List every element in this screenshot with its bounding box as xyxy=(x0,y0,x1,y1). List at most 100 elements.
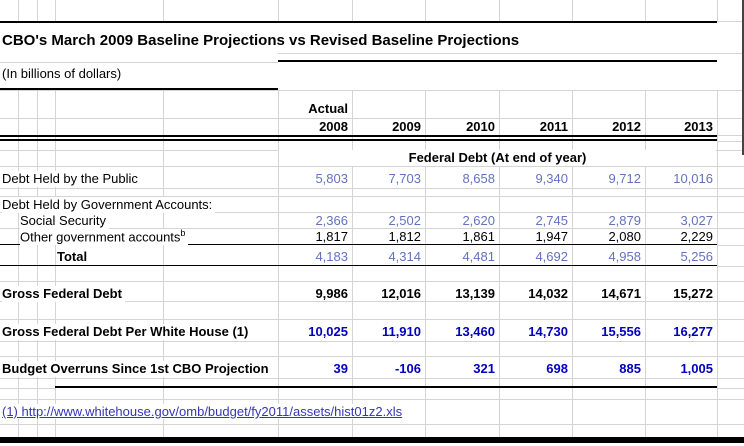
gridline xyxy=(0,424,744,425)
row-label-total[interactable]: Total xyxy=(57,249,91,265)
gridline xyxy=(0,118,744,119)
cell-wh-2012[interactable]: 15,556 xyxy=(601,324,641,339)
gridline xyxy=(163,0,164,21)
column-header-2008[interactable]: 2008 xyxy=(319,119,348,134)
cell-total-2010[interactable]: 4,481 xyxy=(462,249,495,264)
cell-other-2010[interactable]: 1,861 xyxy=(462,229,495,244)
cell-gross-2008[interactable]: 9,986 xyxy=(315,286,348,301)
cell-wh-2009[interactable]: 11,910 xyxy=(381,324,421,339)
gridline xyxy=(55,90,56,437)
gridline xyxy=(425,90,426,437)
cell-total-2009[interactable]: 4,314 xyxy=(388,249,421,264)
gridline xyxy=(717,21,744,22)
cell-other-2009[interactable]: 1,812 xyxy=(388,229,421,244)
sheet-title: CBO's March 2009 Baseline Projections vs… xyxy=(2,33,523,49)
cell-social-2009[interactable]: 2,502 xyxy=(388,213,421,228)
gridline xyxy=(499,90,500,437)
cell-social-2012[interactable]: 2,879 xyxy=(608,213,641,228)
cell-wh-2008[interactable]: 10,025 xyxy=(308,324,348,339)
gridline xyxy=(717,245,744,246)
border-line xyxy=(278,60,717,62)
cell-overruns-2012[interactable]: 885 xyxy=(619,361,641,376)
sheet-subtitle: (In billions of dollars) xyxy=(2,66,125,82)
column-header-actual[interactable]: Actual xyxy=(308,101,348,116)
gridline xyxy=(0,399,744,400)
row-label-other-govt-text: Other government accounts xyxy=(20,229,181,245)
cell-other-2011[interactable]: 1,947 xyxy=(535,229,568,244)
row-label-social-security[interactable]: Social Security xyxy=(20,213,109,229)
cell-wh-2011[interactable]: 14,730 xyxy=(528,324,568,339)
cell-gross-2013[interactable]: 15,272 xyxy=(673,286,713,301)
column-header-2010[interactable]: 2010 xyxy=(466,119,495,134)
cell-overruns-2008[interactable]: 39 xyxy=(333,361,348,376)
gridline xyxy=(717,141,744,142)
border-line xyxy=(0,437,744,443)
footnote-hyperlink[interactable]: (1) http://www.whitehouse.gov/omb/budget… xyxy=(2,404,405,419)
cell-gross-2012[interactable]: 14,671 xyxy=(601,286,641,301)
cell-total-2008[interactable]: 4,183 xyxy=(315,249,348,264)
gridline xyxy=(717,266,744,267)
cell-other-2008[interactable]: 1,817 xyxy=(315,229,348,244)
gridline xyxy=(717,90,718,437)
cell-social-2008[interactable]: 2,366 xyxy=(315,213,348,228)
gridline xyxy=(278,90,279,437)
row-label-govt-accounts[interactable]: Debt Held by Government Accounts: xyxy=(2,197,216,213)
gridline xyxy=(0,228,744,229)
border-line xyxy=(55,386,717,388)
cell-public-2012[interactable]: 9,712 xyxy=(608,171,641,186)
gridline xyxy=(18,90,19,437)
gridline xyxy=(0,196,744,197)
footnote-marker-b: b xyxy=(180,228,186,238)
cell-other-2013[interactable]: 2,229 xyxy=(680,229,713,244)
cell-public-2010[interactable]: 8,658 xyxy=(462,171,495,186)
gridline xyxy=(0,62,278,63)
row-label-debt-public[interactable]: Debt Held by the Public xyxy=(2,171,141,187)
cell-social-2010[interactable]: 2,620 xyxy=(462,213,495,228)
border-line xyxy=(0,135,717,137)
cell-public-2011[interactable]: 9,340 xyxy=(535,171,568,186)
cell-total-2013[interactable]: 5,256 xyxy=(680,249,713,264)
gridline xyxy=(0,356,744,357)
cell-total-2011[interactable]: 4,692 xyxy=(535,249,568,264)
row-label-gross-white-house[interactable]: Gross Federal Debt Per White House (1) xyxy=(2,324,252,340)
cell-other-2012[interactable]: 2,080 xyxy=(608,229,641,244)
column-header-2009[interactable]: 2009 xyxy=(392,119,421,134)
row-label-budget-overruns[interactable]: Budget Overruns Since 1st CBO Projection xyxy=(2,361,272,377)
cell-public-2013[interactable]: 10,016 xyxy=(673,171,713,186)
gridline xyxy=(425,0,426,21)
cell-wh-2013[interactable]: 16,277 xyxy=(673,324,713,339)
cell-social-2011[interactable]: 2,745 xyxy=(535,213,568,228)
column-header-2012[interactable]: 2012 xyxy=(612,119,641,134)
cell-overruns-2010[interactable]: 321 xyxy=(473,361,495,376)
gridline xyxy=(37,90,38,437)
gridline xyxy=(499,0,500,21)
cell-overruns-2013[interactable]: 1,005 xyxy=(680,361,713,376)
gridline xyxy=(0,90,744,91)
border-line xyxy=(0,21,717,23)
gridline xyxy=(278,53,744,54)
gridline xyxy=(163,90,164,437)
gridline xyxy=(0,301,744,302)
gridline xyxy=(0,378,744,379)
column-header-2013[interactable]: 2013 xyxy=(684,119,713,134)
cell-social-2013[interactable]: 3,027 xyxy=(680,213,713,228)
gridline xyxy=(37,0,38,21)
cell-public-2008[interactable]: 5,803 xyxy=(315,171,348,186)
cell-overruns-2011[interactable]: 698 xyxy=(546,361,568,376)
gridline xyxy=(18,0,19,21)
column-header-2011[interactable]: 2011 xyxy=(539,119,568,134)
gridline xyxy=(0,281,744,282)
row-label-other-govt[interactable]: Other government accountsb xyxy=(20,228,189,245)
border-line xyxy=(0,139,717,141)
gridline xyxy=(0,319,744,320)
cell-wh-2010[interactable]: 13,460 xyxy=(455,324,495,339)
cell-public-2009[interactable]: 7,703 xyxy=(388,171,421,186)
row-label-gross-federal-debt[interactable]: Gross Federal Debt xyxy=(2,286,125,302)
gridline xyxy=(278,0,279,21)
cell-overruns-2009[interactable]: -106 xyxy=(394,361,421,376)
cell-total-2012[interactable]: 4,958 xyxy=(608,249,641,264)
cell-gross-2011[interactable]: 14,032 xyxy=(528,286,568,301)
gridline xyxy=(0,166,744,167)
cell-gross-2010[interactable]: 13,139 xyxy=(455,286,495,301)
cell-gross-2009[interactable]: 12,016 xyxy=(381,286,421,301)
